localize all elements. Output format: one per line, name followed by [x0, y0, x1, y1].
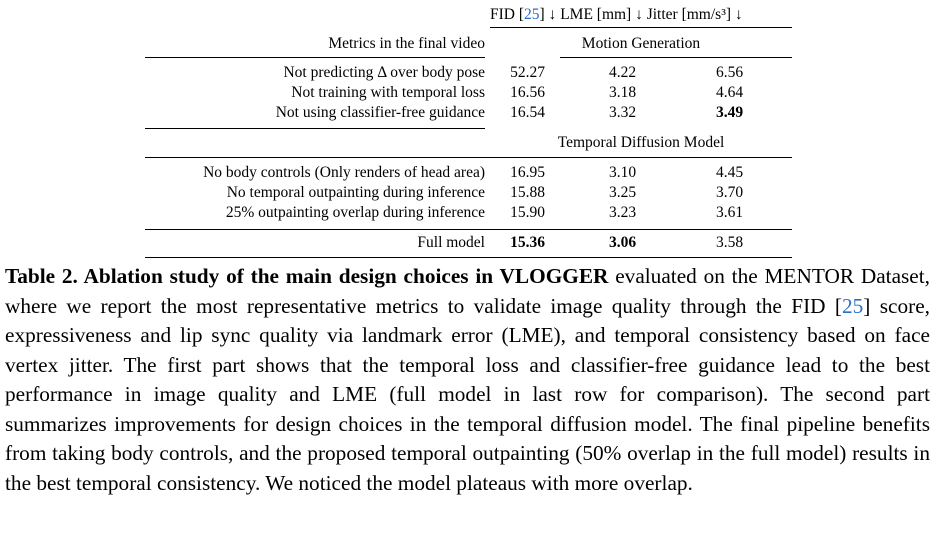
row-label: Not predicting Δ over body pose [283, 64, 485, 81]
cell: 3.32 [608, 104, 637, 121]
fid-arrow: ] ↓ [539, 6, 557, 23]
row-label: Not training with temporal loss [291, 84, 485, 101]
cell: 3.23 [608, 204, 637, 221]
lme-header: LME [mm] ↓ [560, 6, 643, 23]
cell: 6.56 [715, 64, 744, 81]
cell: 3.58 [715, 234, 744, 251]
row-label: Full model [417, 234, 485, 251]
rule [560, 57, 792, 59]
cell: 3.61 [715, 204, 744, 221]
cell: 4.64 [715, 84, 744, 101]
caption-title: Table 2. Ablation study of the main desi… [5, 264, 609, 288]
citation[interactable]: 25 [841, 293, 864, 318]
section-title: Temporal Diffusion Model [557, 134, 725, 151]
cell: 4.45 [715, 164, 744, 181]
column-header: FID [25] ↓ LME [mm] ↓ Jitter [mm/s³] ↓ [490, 6, 743, 24]
rule [145, 128, 485, 130]
caption-text: ] score, expressiveness and lip sync qua… [5, 293, 930, 495]
fid-header: FID [ [490, 6, 525, 23]
cell: 15.36 [510, 234, 545, 251]
rule [145, 157, 792, 159]
cell: 3.10 [608, 164, 637, 181]
row-label: No body controls (Only renders of head a… [203, 164, 485, 181]
cell: 16.54 [510, 104, 545, 121]
rule [490, 27, 792, 29]
jitter-header: Jitter [mm/s³] ↓ [646, 6, 743, 23]
cell: 3.49 [715, 104, 744, 121]
citation[interactable]: 25 [524, 6, 540, 23]
metrics-label: Metrics in the final video [328, 35, 485, 52]
rule [145, 57, 485, 59]
rule [145, 257, 792, 259]
cell: 15.88 [510, 184, 545, 201]
cell: 4.22 [608, 64, 637, 81]
cell: 15.90 [510, 204, 545, 221]
caption-text: evaluated on the MENTOR Dataset, where w… [5, 264, 931, 318]
row-label: Not using classifier-free guidance [275, 104, 485, 121]
cell: 3.18 [608, 84, 637, 101]
cell: 52.27 [510, 64, 545, 81]
caption: Table 2. Ablation study of the main desi… [5, 262, 930, 498]
rule [145, 229, 792, 231]
cell: 16.95 [510, 164, 545, 181]
row-label: No temporal outpainting during inference [226, 184, 485, 201]
row-label: 25% outpainting overlap during inference [225, 204, 485, 221]
cell: 16.56 [510, 84, 545, 101]
section-title: Motion Generation [581, 35, 701, 52]
cell: 3.70 [715, 184, 744, 201]
cell: 3.06 [608, 234, 637, 251]
cell: 3.25 [608, 184, 637, 201]
